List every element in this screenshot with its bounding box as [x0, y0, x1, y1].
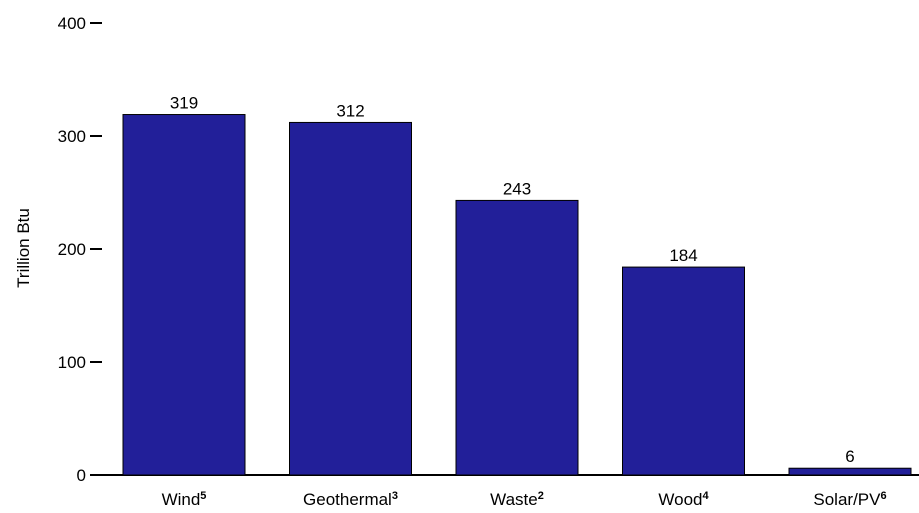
- footnote-marker: 4: [702, 490, 709, 502]
- footnote-marker: 5: [200, 490, 206, 502]
- bar: [788, 467, 912, 476]
- y-tick-label: 300: [58, 127, 86, 146]
- footnote-marker: 6: [880, 490, 886, 502]
- category-name: Wood: [658, 490, 702, 509]
- y-tick-label: 400: [58, 14, 86, 33]
- y-tick-label: 100: [58, 353, 86, 372]
- data-label: 312: [336, 101, 364, 120]
- data-label: 184: [669, 246, 697, 265]
- x-tick-label: Wood4: [658, 490, 709, 509]
- bars-group: [122, 114, 912, 476]
- data-labels-group: 319 312 243 184 6: [170, 94, 855, 467]
- bar: [289, 121, 412, 476]
- footnote-marker: 2: [538, 490, 544, 502]
- footnote-marker: 3: [392, 490, 398, 502]
- bar: [122, 114, 246, 476]
- x-tick-label: Waste2: [490, 490, 544, 509]
- category-name: Wind: [162, 490, 201, 509]
- bar: [622, 266, 745, 476]
- y-axis: 0 100 200 300 400: [58, 14, 102, 485]
- category-name: Waste: [490, 490, 538, 509]
- data-label: 243: [503, 179, 531, 198]
- x-tick-label: Wind5: [162, 490, 207, 509]
- y-tick-label: 200: [58, 240, 86, 259]
- data-label: 6: [845, 447, 854, 466]
- x-tick-labels-group: Wind5 Geothermal3 Waste2 Wood4 Solar/PV6: [162, 490, 887, 509]
- x-tick-label: Geothermal3: [303, 490, 398, 509]
- category-name: Solar/PV: [813, 490, 881, 509]
- x-tick-label: Solar/PV6: [813, 490, 886, 509]
- y-tick-label: 0: [77, 466, 86, 485]
- category-name: Geothermal: [303, 490, 392, 509]
- data-label: 319: [170, 94, 198, 113]
- bar: [455, 199, 579, 476]
- y-axis-label: Trillion Btu: [14, 208, 33, 288]
